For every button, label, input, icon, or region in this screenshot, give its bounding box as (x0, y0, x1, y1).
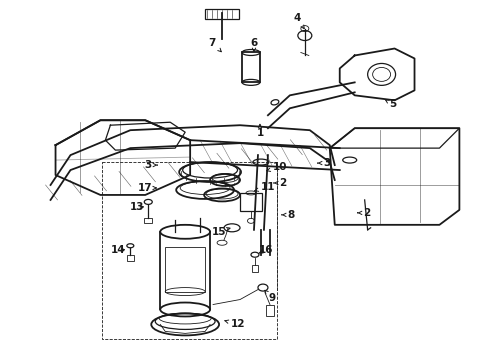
Text: 13: 13 (130, 202, 145, 212)
Bar (242, 53, 260, 82)
Text: 16: 16 (259, 245, 273, 255)
Text: 14: 14 (111, 245, 125, 255)
Bar (240, 193, 262, 211)
Text: 2: 2 (358, 208, 370, 218)
Text: 15: 15 (212, 227, 230, 237)
Text: 1: 1 (256, 124, 264, 138)
Bar (266, 305, 274, 316)
Bar (102, 162, 277, 339)
Text: 3: 3 (318, 158, 330, 168)
Bar (252, 265, 258, 272)
Text: 9: 9 (265, 291, 275, 302)
Text: 11: 11 (255, 182, 275, 192)
Bar (205, 9, 239, 19)
Text: 7: 7 (208, 37, 221, 52)
Text: 4: 4 (293, 13, 304, 29)
Text: 6: 6 (250, 37, 258, 51)
Text: 10: 10 (267, 162, 287, 172)
Text: 3: 3 (145, 160, 157, 170)
Text: 8: 8 (282, 210, 294, 220)
Text: 17: 17 (138, 183, 156, 193)
Text: 5: 5 (386, 99, 396, 109)
Text: 2: 2 (274, 178, 287, 188)
Text: 12: 12 (225, 319, 245, 329)
Bar (127, 255, 134, 261)
Bar (165, 247, 205, 292)
Bar (144, 218, 152, 223)
